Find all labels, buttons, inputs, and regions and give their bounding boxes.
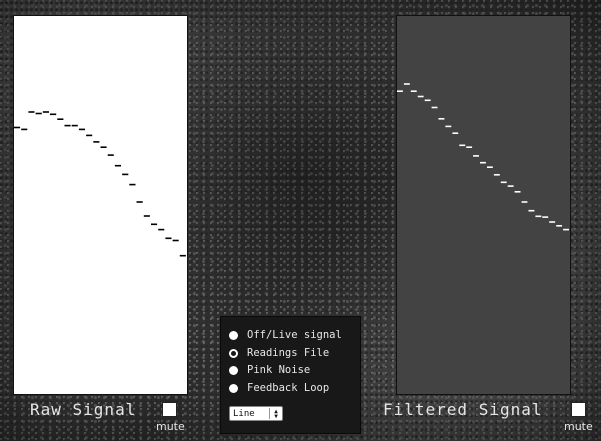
source-option-label: Pink Noise <box>247 364 311 376</box>
source-option-feedback-loop[interactable]: Feedback Loop <box>229 380 329 396</box>
raw-signal-plot <box>13 15 188 395</box>
radio-icon[interactable] <box>229 330 238 340</box>
raw-signal-trace <box>14 111 186 257</box>
source-option-live[interactable]: Off/Live signal <box>229 327 342 343</box>
display-mode-select[interactable]: Line ▲ ▼ <box>229 406 283 421</box>
raw-mute-checkbox[interactable] <box>162 402 177 417</box>
source-option-label: Feedback Loop <box>247 382 330 394</box>
filtered-signal-label: Filtered Signal <box>383 400 543 419</box>
stepper-arrows-icon[interactable]: ▲ ▼ <box>269 408 282 419</box>
filtered-mute-label: mute <box>564 420 593 433</box>
radio-icon[interactable] <box>229 383 238 393</box>
filtered-signal-plot <box>396 15 571 395</box>
radio-selected-icon[interactable] <box>229 348 238 358</box>
filtered-mute-checkbox[interactable] <box>571 402 586 417</box>
source-option-label: Readings File <box>247 347 330 359</box>
radio-icon[interactable] <box>229 365 238 375</box>
source-option-readings-file[interactable]: Readings File <box>229 345 329 361</box>
filtered-signal-trace <box>397 83 569 231</box>
raw-signal-label: Raw Signal <box>30 400 137 419</box>
raw-mute-label: mute <box>156 420 185 433</box>
display-mode-value: Line <box>233 408 255 419</box>
source-option-pink-noise[interactable]: Pink Noise <box>229 362 310 378</box>
source-option-label: Off/Live signal <box>247 329 342 341</box>
source-control-panel: Off/Live signal Readings File Pink Noise… <box>220 316 361 434</box>
